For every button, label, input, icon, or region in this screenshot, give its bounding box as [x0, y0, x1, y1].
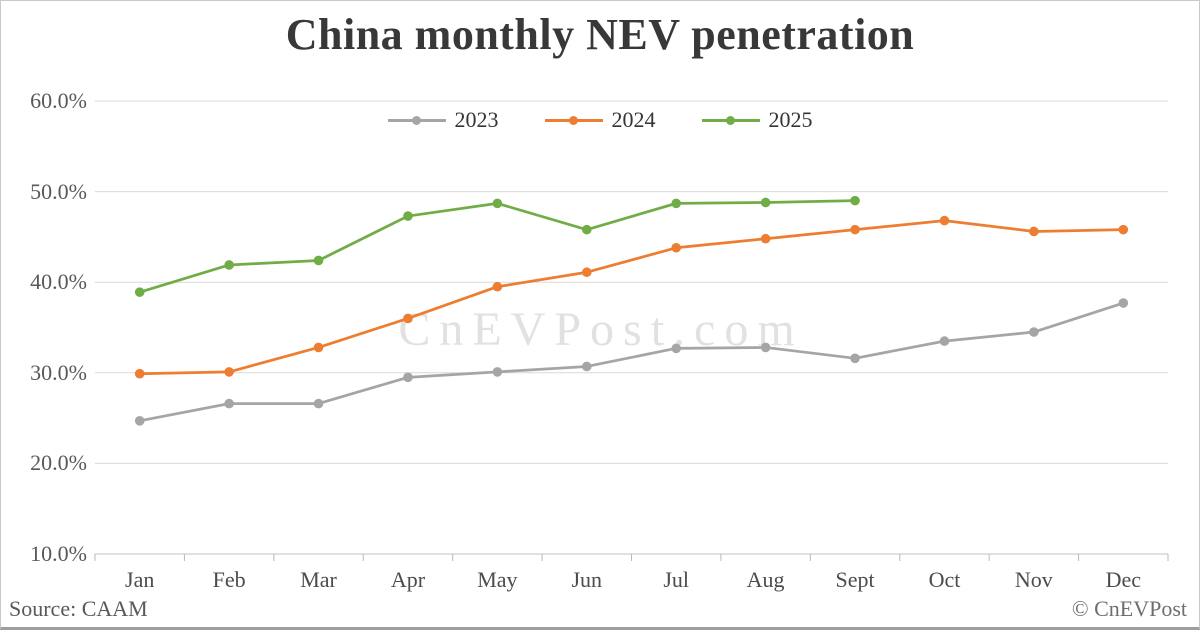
legend: 2023 2024 2025 — [1, 108, 1199, 132]
data-point-2025-Jul — [671, 198, 682, 209]
data-point-2023-Dec — [1118, 298, 1129, 308]
x-axis-label-may: May — [477, 567, 518, 592]
y-axis-label-50: 50.0% — [30, 178, 87, 204]
x-axis-label-oct: Oct — [928, 567, 961, 592]
y-axis-label-20: 20.0% — [30, 450, 87, 476]
data-point-2024-Nov — [1029, 226, 1039, 237]
data-point-2024-Aug — [760, 233, 771, 244]
source-label: Source: CAAM — [9, 596, 148, 621]
data-point-2023-Jul — [671, 343, 682, 354]
y-axis-label-40: 40.0% — [30, 269, 87, 295]
data-point-2024-Apr — [403, 313, 413, 324]
data-point-2025-Jan — [134, 287, 145, 297]
legend-dot-icon — [568, 115, 578, 125]
data-point-2024-Jan — [134, 368, 145, 379]
legend-item-2025: 2025 — [701, 107, 813, 132]
data-point-2023-Jan — [134, 416, 145, 426]
data-point-2023-Sept — [850, 353, 860, 364]
data-point-2023-May — [492, 367, 503, 377]
data-point-2025-Mar — [313, 255, 324, 266]
data-point-2023-Mar — [313, 398, 324, 409]
legend-swatch-2025 — [701, 115, 760, 126]
series-line-2024 — [138, 219, 1125, 376]
data-point-2023-Aug — [760, 342, 771, 353]
x-axis-label-apr: Apr — [390, 567, 426, 592]
data-point-2024-Jun — [581, 267, 592, 278]
data-point-2025-Apr — [403, 211, 413, 221]
x-axis-label-mar: Mar — [300, 567, 337, 592]
y-axis-label-60: 60.0% — [30, 88, 87, 113]
x-axis-label-sept: Sept — [835, 567, 875, 592]
data-point-2024-Sept — [850, 224, 860, 235]
data-point-2023-Oct — [939, 336, 950, 346]
data-point-2024-Feb — [224, 367, 234, 377]
legend-item-2024: 2024 — [544, 107, 656, 132]
series-line-2025 — [138, 199, 857, 294]
data-point-2024-May — [492, 281, 503, 292]
legend-label-2024: 2024 — [611, 107, 656, 132]
x-axis-label-jul: Jul — [663, 567, 690, 592]
data-point-2025-Sept — [850, 195, 860, 206]
data-point-2024-Oct — [939, 215, 950, 226]
data-point-2025-Feb — [224, 260, 234, 270]
data-point-2024-Jul — [671, 242, 682, 253]
x-axis-label-jan: Jan — [125, 567, 155, 592]
y-axis-label-10: 10.0% — [30, 541, 87, 566]
data-point-2024-Dec — [1118, 224, 1129, 235]
data-point-2024-Mar — [313, 342, 324, 353]
legend-swatch-2023 — [387, 115, 446, 126]
data-point-2025-Jun — [581, 224, 592, 235]
data-point-2023-Apr — [403, 372, 413, 383]
legend-item-2023: 2023 — [387, 107, 499, 132]
data-point-2025-May — [492, 198, 503, 209]
legend-dot-icon — [411, 115, 421, 125]
legend-label-2025: 2025 — [768, 107, 813, 132]
x-axis-label-jun: Jun — [571, 567, 603, 592]
series-line-2023 — [138, 301, 1125, 423]
chart-title: China monthly NEV penetration — [285, 10, 915, 59]
x-axis-label-dec: Dec — [1105, 567, 1141, 592]
copyright-label: © CnEVPost — [1071, 596, 1187, 621]
data-point-2023-Nov — [1029, 327, 1039, 337]
x-axis-label-aug: Aug — [746, 567, 785, 592]
y-axis-label-30: 30.0% — [30, 359, 87, 385]
data-point-2025-Aug — [760, 197, 771, 208]
x-axis-label-nov: Nov — [1014, 567, 1053, 592]
data-point-2023-Jun — [581, 361, 592, 372]
data-point-2023-Feb — [224, 398, 234, 409]
legend-swatch-2024 — [544, 115, 603, 126]
legend-label-2023: 2023 — [454, 107, 499, 132]
x-axis-label-feb: Feb — [212, 567, 246, 592]
legend-dot-icon — [725, 115, 735, 125]
